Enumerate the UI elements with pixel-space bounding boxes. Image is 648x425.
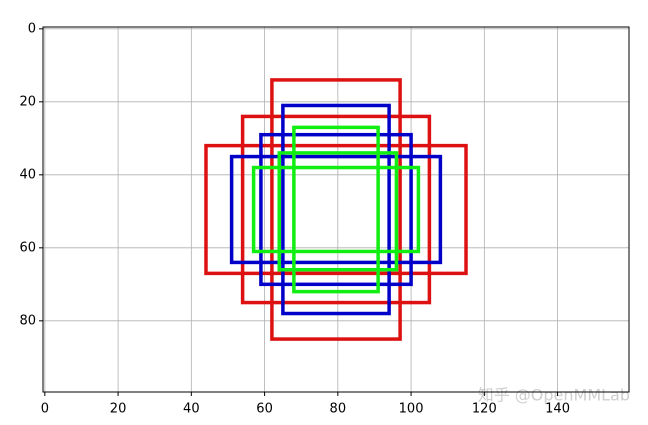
y-tick-label: 80 (19, 313, 36, 328)
box (204, 143, 468, 276)
x-tick-label: 140 (545, 402, 570, 417)
box (259, 132, 413, 287)
box (270, 78, 402, 341)
y-tick-label: 40 (19, 167, 36, 182)
y-tick-label: 0 (28, 21, 36, 36)
x-tick-label: 0 (41, 402, 49, 417)
box (292, 125, 380, 294)
x-tick-label: 40 (183, 402, 200, 417)
y-tick-label: 60 (19, 240, 36, 255)
plot-frame (42, 26, 630, 393)
box (240, 114, 432, 305)
x-tick-label: 100 (399, 402, 424, 417)
x-tick-label: 120 (472, 402, 497, 417)
box (281, 103, 391, 316)
x-tick-label: 20 (110, 402, 127, 417)
watermark: 知乎 @OpenMMLab (478, 386, 630, 405)
y-tick-label: 20 (19, 94, 36, 109)
box (251, 165, 421, 254)
x-tick-label: 80 (330, 402, 347, 417)
box (277, 151, 399, 272)
x-tick-label: 60 (256, 402, 273, 417)
box (229, 154, 443, 265)
